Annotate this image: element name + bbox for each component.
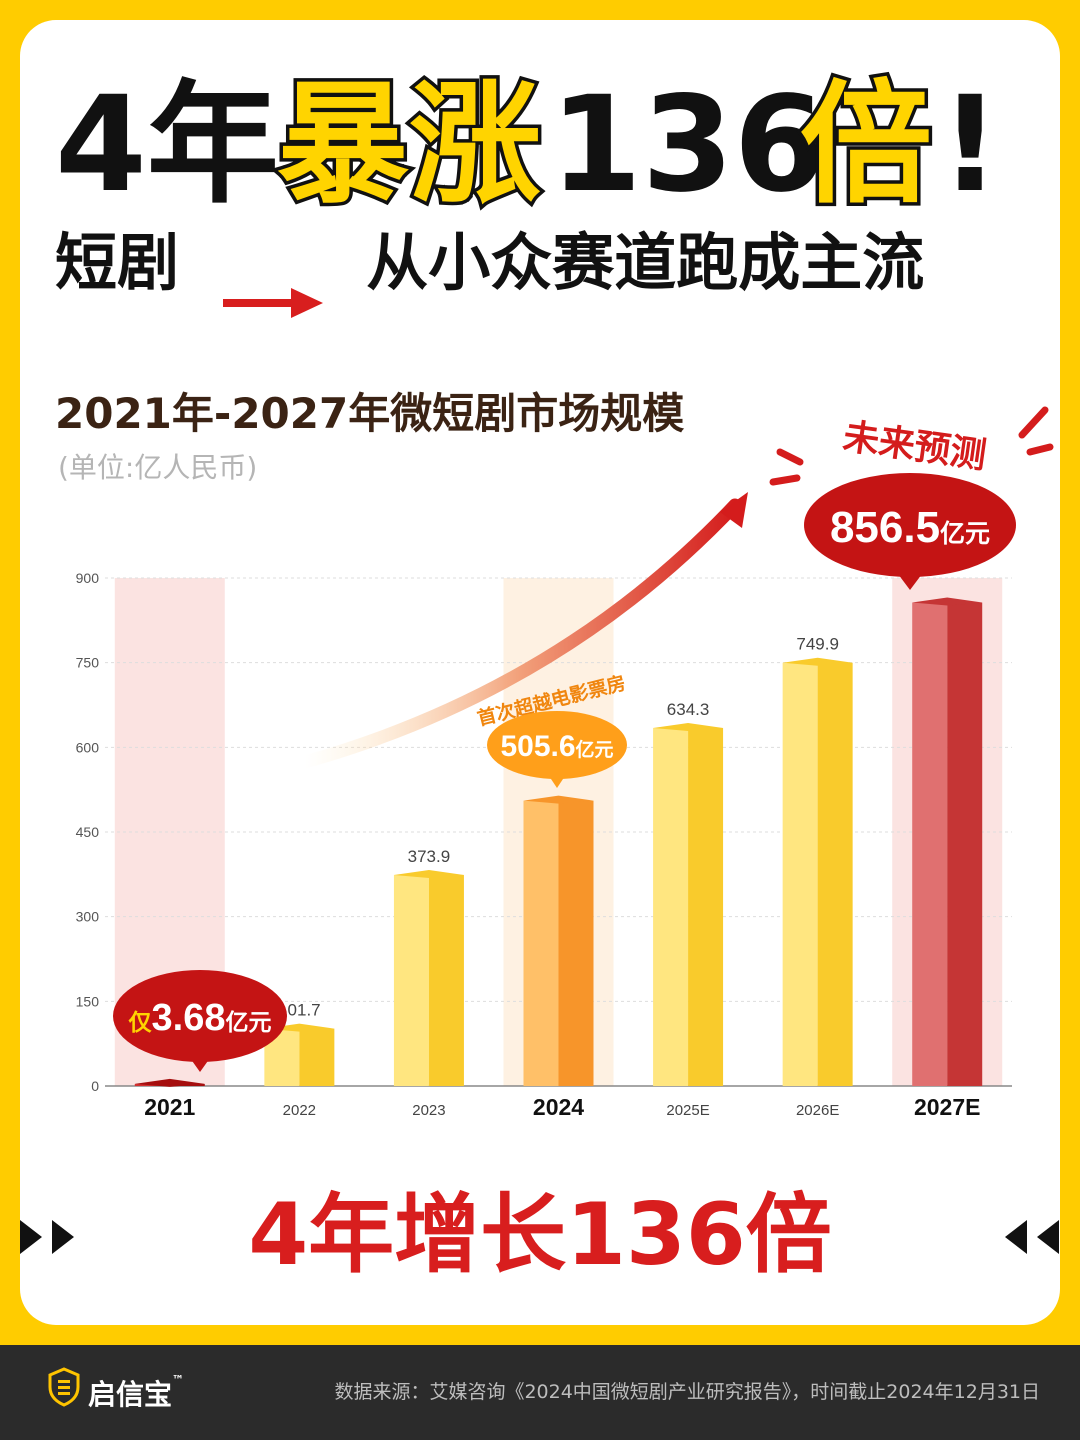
- bar-face-left-2024: [523, 800, 559, 1086]
- callout-2027-value: 856.5: [830, 503, 940, 552]
- brand-logo-text: 启信宝™: [88, 1373, 185, 1411]
- callout-2021-unit: 亿元: [225, 1009, 271, 1035]
- x-tick-label-2023: 2023: [412, 1102, 445, 1119]
- footer: 启信宝™ 数据来源：艾媒咨询《2024中国微短剧产业研究报告》，时间截止2024…: [0, 1345, 1080, 1440]
- bar-face-left-2026E: [782, 662, 818, 1086]
- bar-2022: [264, 1023, 335, 1086]
- trend-arrow-icon: [298, 492, 748, 769]
- headline: 4年 暴涨 136 倍 !: [55, 67, 1015, 240]
- headline-part-2: 暴涨: [274, 67, 545, 224]
- bar-2021: [134, 1078, 205, 1087]
- chart-title: 2021年-2027年微短剧市场规模: [55, 389, 685, 438]
- bar-top-2023: [393, 869, 464, 878]
- bar-2024: [523, 795, 594, 1086]
- x-tick-label-2022: 2022: [283, 1102, 316, 1119]
- burst-line-4: [1026, 443, 1054, 456]
- callout-2024-value: 505.6: [500, 730, 575, 763]
- x-tick-label-2026E: 2026E: [796, 1102, 839, 1119]
- headline-part-3: 136: [550, 68, 826, 222]
- bar-2026E: [782, 657, 853, 1086]
- callout-2024-unit: 亿元: [576, 738, 614, 761]
- bar-top-2021: [134, 1078, 205, 1087]
- y-tick-label-0: 0: [91, 1078, 99, 1094]
- bar-face-right-2026E: [817, 662, 853, 1086]
- bar-2027E: [912, 597, 983, 1086]
- subline-right: 从小众赛道跑成主流: [366, 226, 925, 299]
- callout-2021-prefix: 仅: [129, 1009, 153, 1035]
- callout-2024-text: 505.6亿元: [500, 730, 613, 763]
- subline-left: 短剧: [55, 226, 180, 299]
- x-tick-label-2027E: 2027E: [914, 1094, 981, 1120]
- bar-face-right-2024: [558, 800, 594, 1086]
- callout-2027-bubble: [804, 473, 1016, 577]
- y-tick-label-150: 150: [76, 993, 100, 1009]
- headline-part-1: 4年: [55, 68, 279, 222]
- burst-line-2: [769, 474, 801, 486]
- value-label-2026E: 749.9: [796, 635, 839, 654]
- play-icon-left-2: [52, 1220, 74, 1254]
- headline-part-5: !: [940, 68, 1001, 222]
- bar-top-2027E: [912, 597, 983, 606]
- burst-line-1: [776, 448, 804, 466]
- red-arrow-icon: [222, 252, 323, 318]
- play-icon-right-2: [1037, 1220, 1059, 1254]
- callout-2024-bubble: [487, 711, 627, 779]
- value-label-2025E: 634.3: [667, 700, 710, 719]
- data-source-note: 数据来源：艾媒咨询《2024中国微短剧产业研究报告》，时间截止2024年12月3…: [334, 1381, 1040, 1403]
- bar-face-left-2027E: [912, 602, 948, 1086]
- bar-2025E: [653, 722, 724, 1086]
- callout-2021-text: 仅3.68亿元: [129, 997, 272, 1039]
- bar-top-2024: [523, 795, 594, 804]
- callout-2027-unit: 亿元: [940, 520, 990, 548]
- bar-top-2025E: [653, 722, 724, 731]
- bar-face-right-2025E: [688, 727, 724, 1086]
- bar-face-left-2025E: [653, 727, 689, 1086]
- play-icon-right-1: [1005, 1220, 1027, 1254]
- callout-2027-pointer: [898, 574, 922, 590]
- play-icon-left-1: [20, 1220, 42, 1254]
- callout-2021: 仅3.68亿元: [113, 970, 287, 1072]
- bar-chart: 0 150 300 450 600 750 900 2021 101.7 2022 373.9 20…: [76, 406, 1054, 1120]
- subline: 短剧 从小众赛道跑成主流: [55, 218, 925, 318]
- bar-face-right-2023: [428, 874, 464, 1086]
- bar-face-right-2022: [299, 1028, 335, 1086]
- callout-2024-pointer: [549, 776, 565, 788]
- value-label-2023: 373.9: [408, 847, 451, 866]
- bar-top-2026E: [782, 657, 853, 666]
- callout-2021-value: 3.68: [152, 997, 226, 1039]
- y-tick-label-300: 300: [76, 909, 100, 925]
- y-tick-label-900: 900: [76, 570, 100, 586]
- burst-line-3: [1018, 406, 1049, 439]
- headline-part-4: 倍: [797, 67, 936, 224]
- callout-2021-pointer: [190, 1058, 210, 1072]
- shield-logo-icon: [48, 1367, 80, 1407]
- chart-unit: (单位:亿人民币): [58, 451, 258, 484]
- y-tick-label-750: 750: [76, 655, 100, 671]
- callout-2027-text: 856.5亿元: [830, 503, 990, 552]
- x-tick-label-2024: 2024: [533, 1094, 584, 1120]
- y-tick-label-600: 600: [76, 739, 100, 755]
- x-tick-label-2025E: 2025E: [666, 1102, 709, 1119]
- value-label-2022: 101.7: [278, 1001, 321, 1020]
- bar-2023: [393, 869, 464, 1086]
- bar-face-right-2027E: [947, 602, 983, 1086]
- bar-face-left-2023: [393, 874, 429, 1086]
- y-tick-label-450: 450: [76, 824, 100, 840]
- x-tick-label-2021: 2021: [144, 1094, 195, 1120]
- callout-2021-bubble: [113, 970, 287, 1062]
- bottom-banner: 4年增长136倍: [248, 1185, 832, 1285]
